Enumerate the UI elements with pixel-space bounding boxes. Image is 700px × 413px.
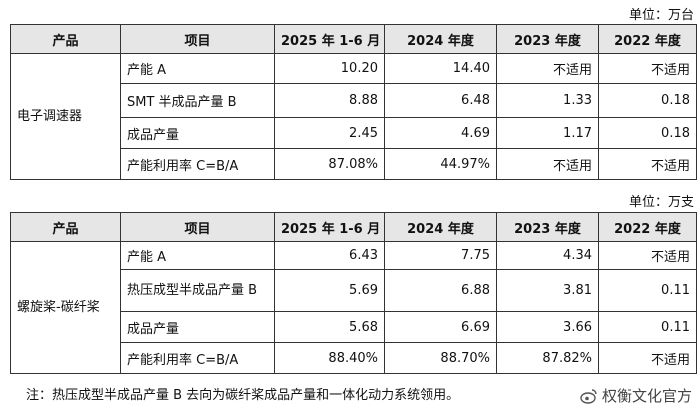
cell-2025: 87.08% [274, 148, 385, 180]
cell-2022: 不适用 [598, 53, 697, 84]
cell-2025: 2.45 [274, 117, 385, 149]
capacity-table-electronic: 产品 项目 2025 年 1-6 月 2024 年度 2023 年度 2022 … [10, 24, 697, 180]
header-item: 项目 [120, 24, 275, 54]
header-2022: 2022 年度 [598, 212, 697, 242]
watermark: 权衡文化官方 [580, 385, 692, 406]
product-name: 螺旋桨-碳纤桨 [10, 241, 121, 374]
cell-2022: 0.18 [598, 83, 697, 118]
cell-2024: 88.70% [384, 342, 497, 374]
cell-2024: 6.88 [384, 269, 497, 312]
row-item: 产能利用率 C=B/A [120, 148, 275, 180]
header-2025: 2025 年 1-6 月 [274, 212, 385, 242]
cell-2023: 1.33 [496, 83, 599, 118]
table-row: 螺旋桨-碳纤桨 产能 A 6.43 7.75 4.34 不适用 [10, 241, 697, 374]
watermark-text: 权衡文化官方 [601, 387, 692, 405]
cell-2024: 6.48 [384, 83, 497, 118]
cell-2022: 0.11 [598, 269, 697, 312]
cell-2024: 6.69 [384, 311, 497, 343]
table-row: 电子调速器 产能 A 10.20 14.40 不适用 不适用 [10, 53, 697, 180]
row-item: 产能利用率 C=B/A [120, 342, 275, 374]
header-2024: 2024 年度 [384, 212, 497, 242]
cell-2023: 3.66 [496, 311, 599, 343]
cell-2025: 88.40% [274, 342, 385, 374]
cell-2022: 不适用 [598, 148, 697, 180]
cell-2023: 1.17 [496, 117, 599, 149]
cell-2022: 不适用 [598, 342, 697, 374]
header-product: 产品 [10, 24, 121, 54]
header-2022: 2022 年度 [598, 24, 697, 54]
footnote: 注：热压成型半成品产量 B 去向为碳纤桨成品产量和一体化动力系统领用。 [26, 388, 460, 403]
cell-2022: 0.11 [598, 311, 697, 343]
unit-label-1: 单位：万台 [628, 8, 694, 23]
row-item: SMT 半成品产量 B [120, 83, 275, 118]
table-row: 成品产量 2.45 4.69 1.17 0.18 [11, 117, 697, 149]
header-2023: 2023 年度 [496, 24, 599, 54]
cell-2023: 87.82% [496, 342, 599, 374]
cell-2025: 5.68 [274, 311, 385, 343]
cell-2025: 6.43 [274, 241, 385, 270]
cell-2023: 不适用 [496, 148, 599, 180]
cell-2024: 44.97% [384, 148, 497, 180]
cell-2025: 5.69 [274, 269, 385, 312]
weibo-icon [580, 388, 597, 404]
cell-2023: 4.34 [496, 241, 599, 270]
header-product: 产品 [10, 212, 121, 242]
capacity-table-propeller: 产品 项目 2025 年 1-6 月 2024 年度 2023 年度 2022 … [10, 212, 697, 374]
cell-2022: 0.18 [598, 117, 697, 149]
header-2025: 2025 年 1-6 月 [274, 24, 385, 54]
unit-label-2: 单位：万支 [628, 195, 694, 210]
table-row: 成品产量 5.68 6.69 3.66 0.11 [11, 311, 697, 343]
table-row: 产能利用率 C=B/A 88.40% 88.70% 87.82% 不适用 [11, 342, 697, 374]
row-item: 成品产量 [120, 117, 275, 149]
row-item: 热压成型半成品产量 B [120, 269, 275, 312]
header-2024: 2024 年度 [384, 24, 497, 54]
cell-2024: 4.69 [384, 117, 497, 149]
table-row: 产能利用率 C=B/A 87.08% 44.97% 不适用 不适用 [11, 148, 697, 180]
cell-2024: 14.40 [384, 53, 497, 84]
table-row: SMT 半成品产量 B 8.88 6.48 1.33 0.18 [11, 83, 697, 118]
cell-2025: 8.88 [274, 83, 385, 118]
cell-2025: 10.20 [274, 53, 385, 84]
row-item: 成品产量 [120, 311, 275, 343]
product-name: 电子调速器 [10, 53, 121, 180]
cell-2022: 不适用 [598, 241, 697, 270]
header-item: 项目 [120, 212, 275, 242]
cell-2024: 7.75 [384, 241, 497, 270]
header-row: 产品 项目 2025 年 1-6 月 2024 年度 2023 年度 2022 … [10, 212, 697, 242]
header-2023: 2023 年度 [496, 212, 599, 242]
cell-2023: 3.81 [496, 269, 599, 312]
row-item: 产能 A [120, 241, 275, 270]
cell-2023: 不适用 [496, 53, 599, 84]
row-item: 产能 A [120, 53, 275, 84]
header-row: 产品 项目 2025 年 1-6 月 2024 年度 2023 年度 2022 … [10, 24, 697, 54]
table-row: 热压成型半成品产量 B 5.69 6.88 3.81 0.11 [11, 269, 697, 312]
